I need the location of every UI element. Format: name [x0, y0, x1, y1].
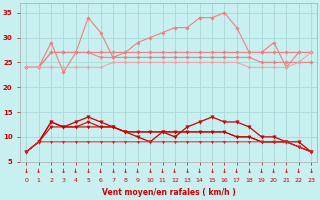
X-axis label: Vent moyen/en rafales ( km/h ): Vent moyen/en rafales ( km/h ) [102, 188, 236, 197]
